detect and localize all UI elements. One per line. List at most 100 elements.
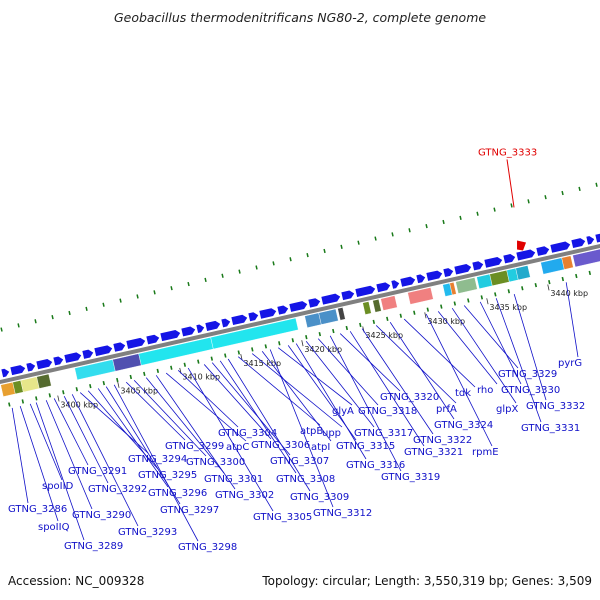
outer-ring-tick <box>323 248 326 254</box>
gene-label: GTNG_3331 <box>521 423 580 434</box>
outer-ring-tick <box>119 298 122 303</box>
label-leader <box>133 380 207 457</box>
gene-arrow <box>454 263 472 275</box>
label-leader <box>261 351 332 442</box>
feature-band <box>304 312 322 328</box>
gene-label: GTNG_3301 <box>204 474 263 485</box>
gene-arrow <box>416 274 426 284</box>
highlight-leader <box>506 159 515 208</box>
outer-ring-tick <box>527 199 530 204</box>
gene-label: glyA <box>332 406 354 417</box>
inner-ring-tick <box>35 396 38 401</box>
label-leader <box>155 375 236 490</box>
kbp-tick-label: 3425 kbp <box>365 331 403 340</box>
feature-band <box>20 376 40 393</box>
outer-ring-tick <box>306 252 309 258</box>
label-leader <box>29 403 63 481</box>
gene-label: GTNG_3294 <box>128 454 187 465</box>
inner-ring-tick <box>143 371 146 377</box>
inner-ring-tick <box>156 368 160 373</box>
outer-ring-tick <box>425 224 428 229</box>
label-leader <box>35 402 85 541</box>
outer-ring-tick <box>578 186 581 192</box>
gene-label: GTNG_3304 <box>218 428 277 439</box>
gene-arrow <box>146 334 160 345</box>
inner-ring-tick <box>575 273 578 279</box>
gene-label: GTNG_3319 <box>381 472 440 483</box>
kbp-tick <box>547 284 550 291</box>
outer-ring-tick <box>510 203 513 208</box>
gene-label: GTNG_3306 <box>251 440 310 451</box>
label-leader <box>349 331 425 447</box>
feature-band <box>407 287 434 305</box>
gene-label: GTNG_3292 <box>88 484 147 495</box>
label-leader <box>277 347 353 406</box>
outer-ring-tick <box>544 195 547 200</box>
outer-ring-tick <box>357 240 360 245</box>
inner-ring-tick <box>264 344 268 349</box>
label-leader <box>19 406 59 522</box>
gene-label: spoIID <box>42 481 74 492</box>
label-leader <box>145 377 225 474</box>
gene-track <box>1 233 600 378</box>
inner-ring-tick <box>399 313 403 318</box>
label-leader <box>425 313 493 447</box>
gene-label: GTNG_3307 <box>270 456 329 467</box>
inner-ring-tick <box>507 289 511 294</box>
feature-band <box>449 282 457 296</box>
feature-band <box>210 317 299 350</box>
gene-arrow <box>205 320 221 331</box>
outer-ring-tick <box>561 190 564 196</box>
outer-ring-tick <box>493 207 496 212</box>
gene-label: tdk <box>455 388 471 399</box>
gene-label: prfA <box>436 404 457 415</box>
gene-label: GTNG_3315 <box>336 441 395 452</box>
gene-label: GTNG_3291 <box>68 466 127 477</box>
inner-ring-tick <box>345 325 349 331</box>
inner-ring-tick <box>48 393 52 398</box>
inner-ring-tick <box>534 283 538 288</box>
outer-ring-tick <box>255 265 258 270</box>
label-leader <box>97 388 169 488</box>
label-leader <box>251 353 343 428</box>
gene-arrow <box>289 301 308 312</box>
gene-arrow <box>586 236 595 245</box>
gene-label: GTNG_3305 <box>253 512 312 523</box>
label-leader <box>187 367 274 512</box>
gene-label: GTNG_3318 <box>358 406 417 417</box>
outer-ring-tick <box>408 228 411 233</box>
gene-label: GTNG_3295 <box>138 470 197 481</box>
inner-ring-tick <box>75 387 79 392</box>
inner-ring-tick <box>197 359 200 364</box>
gene-arrow <box>196 324 205 333</box>
kbp-tick-label: 3420 kbp <box>304 345 342 354</box>
kbp-tick-label: 3405 kbp <box>120 387 158 396</box>
label-leader <box>237 356 321 426</box>
gene-arrow <box>355 285 376 297</box>
outer-ring-tick <box>85 306 88 311</box>
gene-arrow <box>82 349 94 359</box>
gene-label: GTNG_3296 <box>148 488 207 499</box>
kbp-tick <box>57 395 60 402</box>
inner-ring-tick <box>305 335 308 340</box>
inner-ring-tick <box>453 301 457 306</box>
gene-label: GTNG_3321 <box>404 447 463 458</box>
kbp-tick-label: 3410 kbp <box>182 373 220 382</box>
gene-label: GTNG_3322 <box>413 435 472 446</box>
kbp-tick <box>240 354 243 361</box>
gene-label: GTNG_3317 <box>354 428 413 439</box>
inner-ring-tick <box>480 295 484 300</box>
gene-arrow <box>595 233 600 243</box>
highlight-marker <box>517 240 527 251</box>
label-leader <box>53 398 89 466</box>
gene-label: GTNG_3290 <box>72 510 131 521</box>
gene-label: upp <box>322 428 341 439</box>
gene-arrow <box>26 362 36 372</box>
kbp-tick-label: 3400 kbp <box>60 400 98 409</box>
outer-ring-tick <box>221 273 224 278</box>
label-leader <box>463 305 519 369</box>
gene-arrow <box>376 282 391 293</box>
map-title: Geobacillus thermodenitrificans NG80-2, … <box>113 10 487 25</box>
label-leader <box>269 349 334 508</box>
